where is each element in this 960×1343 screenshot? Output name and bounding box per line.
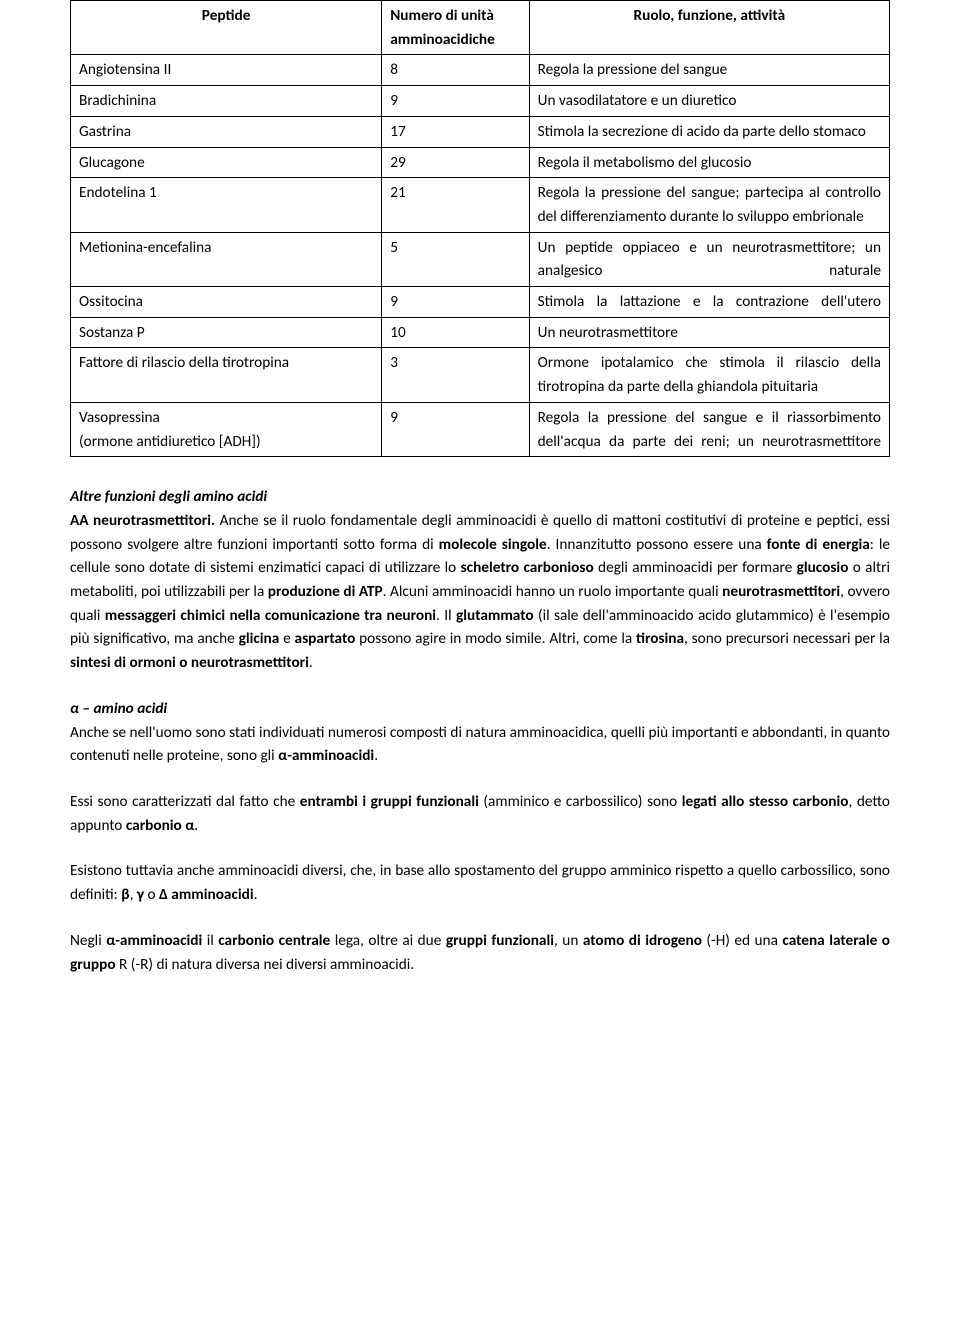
cell-units: 29 — [382, 147, 529, 178]
cell-peptide: Gastrina — [71, 116, 382, 147]
para-alpha-2: Essi sono caratterizzati dal fatto che e… — [70, 790, 890, 837]
cell-role: Un peptide oppiaceo e un neurotrasmettit… — [529, 232, 889, 286]
cell-role: Stimola la lattazione e la contrazione d… — [529, 287, 889, 318]
cell-role: Regola il metabolismo del glucosio — [529, 147, 889, 178]
section-alpha-amino-acidi: α – amino acidi Anche se nell'uomo sono … — [70, 697, 890, 976]
heading-altre-funzioni: Altre funzioni degli amino acidi — [70, 485, 890, 509]
table-row: Fattore di rilascio della tirotropina3Or… — [71, 348, 890, 402]
cell-peptide: Fattore di rilascio della tirotropina — [71, 348, 382, 402]
cell-peptide: Endotelina 1 — [71, 178, 382, 232]
cell-role: Stimola la secrezione di acido da parte … — [529, 116, 889, 147]
cell-units: 9 — [382, 402, 529, 456]
peptide-table: Peptide Numero di unità amminoacidiche R… — [70, 0, 890, 457]
para-aa-neurotrasmettitori: AA neurotrasmettitori. Anche se il ruolo… — [70, 509, 890, 675]
cell-units: 9 — [382, 287, 529, 318]
cell-units: 21 — [382, 178, 529, 232]
table-row: Glucagone29Regola il metabolismo del glu… — [71, 147, 890, 178]
col-header-role: Ruolo, funzione, attività — [529, 1, 889, 55]
cell-role: Regola la pressione del sangue; partecip… — [529, 178, 889, 232]
cell-units: 8 — [382, 55, 529, 86]
table-row: Endotelina 121Regola la pressione del sa… — [71, 178, 890, 232]
cell-units: 17 — [382, 116, 529, 147]
col-header-peptide: Peptide — [71, 1, 382, 55]
cell-units: 9 — [382, 86, 529, 117]
cell-peptide: Metionina-encefalina — [71, 232, 382, 286]
cell-peptide: Sostanza P — [71, 317, 382, 348]
para-alpha-3: Esistono tuttavia anche amminoacidi dive… — [70, 859, 890, 906]
cell-peptide: Angiotensina II — [71, 55, 382, 86]
para-alpha-1: Anche se nell'uomo sono stati individuat… — [70, 721, 890, 768]
cell-units: 3 — [382, 348, 529, 402]
cell-peptide: Glucagone — [71, 147, 382, 178]
table-row: Bradichinina9Un vasodilatatore e un diur… — [71, 86, 890, 117]
heading-alpha: α – amino acidi — [70, 697, 890, 721]
table-row: Sostanza P10Un neurotrasmettitore — [71, 317, 890, 348]
section-altre-funzioni: Altre funzioni degli amino acidi AA neur… — [70, 485, 890, 675]
table-header-row: Peptide Numero di unità amminoacidiche R… — [71, 1, 890, 55]
table-row: Gastrina17Stimola la secrezione di acido… — [71, 116, 890, 147]
table-row: Ossitocina9Stimola la lattazione e la co… — [71, 287, 890, 318]
cell-role: Un vasodilatatore e un diuretico — [529, 86, 889, 117]
table-row: Vasopressina(ormone antidiuretico [ADH])… — [71, 402, 890, 456]
cell-peptide: Vasopressina(ormone antidiuretico [ADH]) — [71, 402, 382, 456]
cell-role: Regola la pressione del sangue e il rias… — [529, 402, 889, 456]
cell-units: 5 — [382, 232, 529, 286]
cell-peptide: Bradichinina — [71, 86, 382, 117]
table-row: Angiotensina II8Regola la pressione del … — [71, 55, 890, 86]
cell-role: Ormone ipotalamico che stimola il rilasc… — [529, 348, 889, 402]
cell-units: 10 — [382, 317, 529, 348]
table-row: Metionina-encefalina5Un peptide oppiaceo… — [71, 232, 890, 286]
col-header-units: Numero di unità amminoacidiche — [382, 1, 529, 55]
cell-role: Regola la pressione del sangue — [529, 55, 889, 86]
para-alpha-4: Negli α-amminoacidi il carbonio centrale… — [70, 929, 890, 976]
cell-role: Un neurotrasmettitore — [529, 317, 889, 348]
cell-peptide: Ossitocina — [71, 287, 382, 318]
